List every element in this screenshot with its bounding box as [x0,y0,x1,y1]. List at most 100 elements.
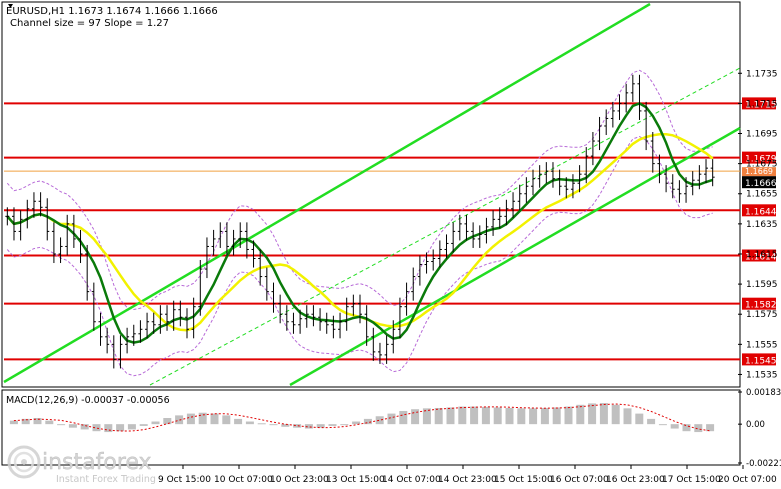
macd-bar-46 [552,407,561,425]
chart-symbol-header: EURUSD,H1 1.1673 1.1674 1.1666 1.1666 [6,6,218,17]
collapse-triangle-icon[interactable] [8,4,13,8]
macd-bar-0 [9,420,18,425]
y-tick-label-4: 1.1655 [746,190,778,200]
macd-bar-27 [328,424,337,426]
macd-bar-37 [446,407,455,425]
macd-bar-5 [68,424,77,428]
y-tick-label-5: 1.1635 [746,220,778,230]
macd-bar-8 [104,424,113,433]
macd-bar-1 [21,418,30,425]
macd-bar-21 [257,423,266,425]
x-tick-label-7: 16 Oct 07:00 [550,475,609,485]
current-price-label: 1.1666 [745,179,777,189]
envelope-lower [6,135,713,377]
y-tick-label-10: 1.1535 [746,370,778,380]
macd-bar-4 [57,424,66,426]
macd-tick-label-0: 0.00183 [746,388,781,398]
macd-indicator: 0.00183 0.00 -0.00221 [9,388,781,469]
macd-bar-38 [458,406,467,425]
x-tick-label-10: 20 Oct 07:00 [718,475,777,485]
price-axis: 1.1735 1.1715 1.1695 1.1675 1.1655 1.1635 1.16… [738,69,778,380]
macd-bar-25 [304,424,313,429]
macd-tick-label-1: 0.00 [746,420,765,430]
macd-bar-35 [422,408,431,425]
x-tick-label-1: 10 Oct 07:00 [214,475,273,485]
macd-bar-43 [517,408,526,425]
macd-bar-41 [493,407,502,425]
macd-bar-3 [45,420,54,425]
x-tick-label-4: 14 Oct 07:00 [382,475,441,485]
macd-bar-34 [411,409,420,425]
macd-tick-label-2: -0.00221 [746,459,781,469]
level-label-2: 1.1644 [745,207,777,217]
macd-bar-29 [352,421,361,425]
channel-info: Channel size = 97 Slope = 1.27 [10,18,169,29]
macd-bar-45 [540,407,549,425]
macd-bar-32 [387,413,396,425]
x-tick-label-5: 14 Oct 23:00 [438,475,497,485]
x-tick-label-0: 9 Oct 15:00 [158,475,211,485]
macd-bar-23 [281,424,290,427]
y-tick-label-9: 1.1555 [746,340,778,350]
y-tick-label-8: 1.1575 [746,310,778,320]
macd-bar-31 [375,416,384,425]
price-channel [3,2,741,387]
macd-label: MACD(12,26,9) -0.00037 -0.00056 [6,395,170,406]
macd-bar-55 [658,424,667,426]
level-label-1: 1.1679 [745,155,777,165]
macd-bar-58 [694,424,703,433]
macd-bar-56 [670,424,679,429]
level-label-5: 1.1545 [745,356,777,366]
x-tick-label-9: 17 Oct 15:00 [662,475,721,485]
macd-bar-44 [529,408,538,425]
watermark-tagline: Instant Forex Trading [56,474,156,484]
y-tick-label-2: 1.1695 [746,130,778,140]
level-tag-0 [742,97,776,110]
current-price-tag [742,176,776,189]
macd-bar-17 [210,413,219,425]
macd-bar-48 [576,404,585,425]
macd-bar-59 [706,424,715,432]
macd-bar-13 [163,418,172,425]
macd-panel-frame [1,389,741,466]
macd-bar-24 [293,424,302,428]
support-resistance-levels: 1.1715 1.1679 1.1644 1.1614 1.1582 1.1545 1.16… [4,97,777,366]
macd-bar-12 [151,421,160,425]
x-tick-label-3: 13 Oct 15:00 [326,475,385,485]
hidden-price-label: 1.1669 [745,167,773,176]
y-tick-label-0: 1.1735 [746,69,778,79]
macd-bar-30 [363,418,372,425]
macd-bar-51 [611,404,620,425]
macd-bar-22 [269,424,278,426]
macd-bar-10 [127,424,136,430]
macd-bar-52 [623,408,632,425]
macd-bar-49 [588,403,597,425]
macd-bar-39 [470,406,479,425]
level-label-4: 1.1582 [745,301,777,311]
macd-bar-28 [340,424,349,426]
channel-upper-line [3,2,651,384]
macd-bar-47 [564,406,573,425]
y-tick-label-3: 1.1675 [746,160,778,170]
level-label-3: 1.1614 [745,252,777,262]
macd-bar-57 [682,424,691,432]
macd-bar-7 [92,424,101,432]
y-tick-label-1: 1.1715 [746,99,778,109]
price-bars [5,74,715,369]
hidden-price-tag [742,167,776,177]
macd-bar-16 [198,412,207,425]
macd-bar-54 [647,418,656,425]
macd-signal-line [13,403,711,432]
macd-bar-26 [316,424,325,428]
macd-bar-9 [116,424,125,432]
envelope-bands [6,69,713,377]
y-tick-label-7: 1.1595 [746,280,778,290]
instaforex-watermark: instaforex Instant Forex Trading [6,444,186,485]
macd-bar-20 [245,421,254,425]
macd-bar-50 [599,403,608,425]
macd-bar-36 [434,407,443,425]
level-label-0: 1.1715 [745,100,777,110]
macd-bar-53 [635,413,644,425]
level-tag-3 [742,249,776,262]
